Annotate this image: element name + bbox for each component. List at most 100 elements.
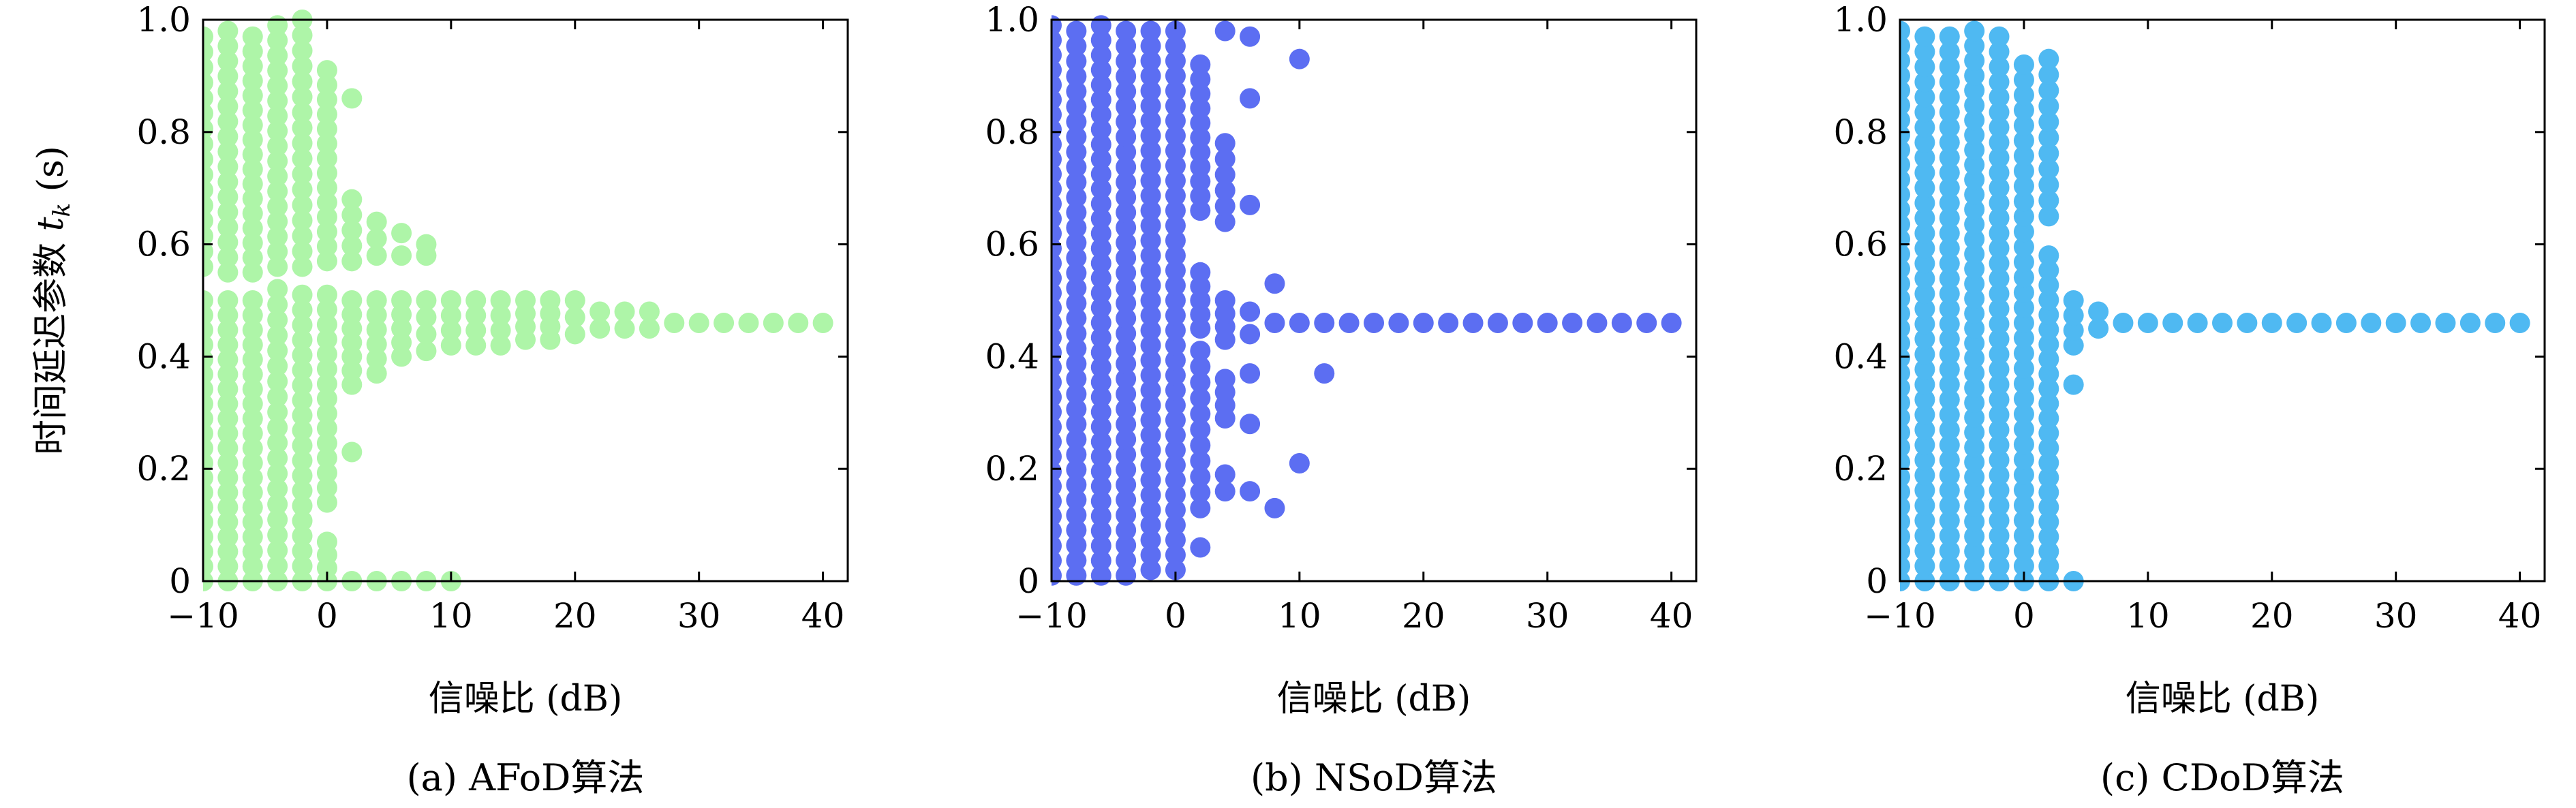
data-point bbox=[2013, 221, 2034, 243]
data-point bbox=[1939, 283, 1960, 305]
data-point bbox=[1190, 466, 1211, 487]
data-point bbox=[2162, 312, 2183, 333]
data-point bbox=[1165, 110, 1186, 131]
x-tick-label: 30 bbox=[677, 596, 721, 636]
dot-column-10 bbox=[2113, 312, 2134, 333]
data-point bbox=[267, 121, 288, 142]
data-point bbox=[267, 540, 288, 561]
data-point bbox=[242, 320, 263, 341]
data-point bbox=[1939, 328, 1960, 349]
data-point bbox=[1140, 469, 1161, 491]
data-point bbox=[242, 526, 263, 547]
dot-column-10 bbox=[416, 234, 437, 591]
dot-column-23 bbox=[2435, 312, 2456, 333]
data-point bbox=[1116, 157, 1137, 178]
data-point bbox=[217, 364, 239, 385]
x-tick-label: 40 bbox=[2498, 596, 2542, 636]
data-point bbox=[1140, 245, 1161, 266]
data-point bbox=[242, 144, 263, 165]
x-tick-label: 10 bbox=[2126, 596, 2170, 636]
data-point bbox=[2311, 312, 2332, 333]
data-point bbox=[1264, 497, 1285, 518]
dot-column-6 bbox=[2013, 54, 2034, 591]
x-axis-title: 信噪比 (dB) bbox=[2126, 679, 2320, 719]
dot-column-23 bbox=[1586, 312, 1608, 333]
data-point bbox=[341, 441, 363, 463]
data-point bbox=[1190, 537, 1211, 558]
data-points bbox=[203, 10, 833, 591]
data-point bbox=[242, 174, 263, 195]
data-point bbox=[203, 103, 213, 124]
data-point bbox=[1964, 258, 1985, 279]
data-point bbox=[242, 203, 263, 224]
data-point bbox=[217, 497, 239, 518]
data-point bbox=[1190, 450, 1211, 471]
dot-column-21 bbox=[2385, 312, 2406, 333]
plot-frame bbox=[202, 18, 849, 582]
data-point bbox=[267, 448, 288, 469]
data-point bbox=[1989, 540, 2010, 561]
data-point bbox=[203, 210, 213, 231]
data-point bbox=[1066, 308, 1087, 329]
data-point bbox=[1116, 369, 1137, 390]
data-point bbox=[589, 301, 611, 322]
data-point bbox=[217, 20, 239, 42]
data-point bbox=[316, 251, 337, 272]
data-point bbox=[1562, 312, 1583, 333]
data-point bbox=[1914, 510, 1935, 531]
data-point bbox=[440, 335, 461, 356]
data-point bbox=[1066, 202, 1087, 223]
data-point bbox=[2038, 48, 2059, 69]
data-point bbox=[217, 482, 239, 503]
data-point bbox=[788, 312, 809, 333]
data-point bbox=[1939, 435, 1960, 456]
data-point bbox=[217, 452, 239, 473]
y-tick-label: 0.4 bbox=[985, 337, 1039, 376]
data-point bbox=[2013, 495, 2034, 516]
data-point bbox=[1090, 238, 1111, 259]
data-point bbox=[292, 450, 313, 471]
dot-column-16 bbox=[1413, 312, 1434, 333]
data-point bbox=[2038, 159, 2059, 180]
data-point bbox=[1914, 450, 1935, 471]
data-point bbox=[341, 189, 363, 210]
data-point bbox=[1116, 81, 1137, 102]
x-tick-label: 20 bbox=[553, 596, 597, 636]
data-point bbox=[664, 312, 685, 333]
data-point bbox=[1116, 126, 1137, 147]
data-point bbox=[1264, 312, 1285, 333]
data-point bbox=[217, 96, 239, 117]
data-point bbox=[1964, 467, 1985, 488]
dot-column-22 bbox=[714, 312, 735, 333]
data-point bbox=[1165, 305, 1186, 326]
data-point bbox=[242, 262, 263, 283]
data-point bbox=[1989, 328, 2010, 349]
data-point bbox=[1165, 125, 1186, 146]
data-point bbox=[316, 373, 337, 394]
data-point bbox=[1190, 127, 1211, 149]
data-point bbox=[1190, 54, 1211, 75]
data-point bbox=[1939, 223, 1960, 244]
data-point bbox=[1214, 133, 1236, 154]
data-point bbox=[1140, 20, 1161, 42]
data-point bbox=[316, 388, 337, 409]
data-point bbox=[2013, 312, 2034, 333]
data-point bbox=[1116, 111, 1137, 132]
data-point bbox=[1140, 320, 1161, 341]
dot-column-17 bbox=[1438, 312, 1459, 333]
data-point bbox=[203, 118, 213, 139]
data-point bbox=[1914, 374, 1935, 395]
data-point bbox=[316, 531, 337, 553]
data-point bbox=[1116, 504, 1137, 525]
data-point bbox=[465, 320, 487, 341]
data-point bbox=[1116, 50, 1137, 72]
data-point bbox=[1116, 66, 1137, 87]
data-point bbox=[465, 305, 487, 326]
data-point bbox=[292, 148, 313, 169]
data-point bbox=[1165, 364, 1186, 386]
data-point bbox=[1964, 65, 1985, 86]
data-point bbox=[614, 301, 635, 322]
data-point bbox=[1939, 72, 1960, 93]
data-point bbox=[316, 148, 337, 169]
